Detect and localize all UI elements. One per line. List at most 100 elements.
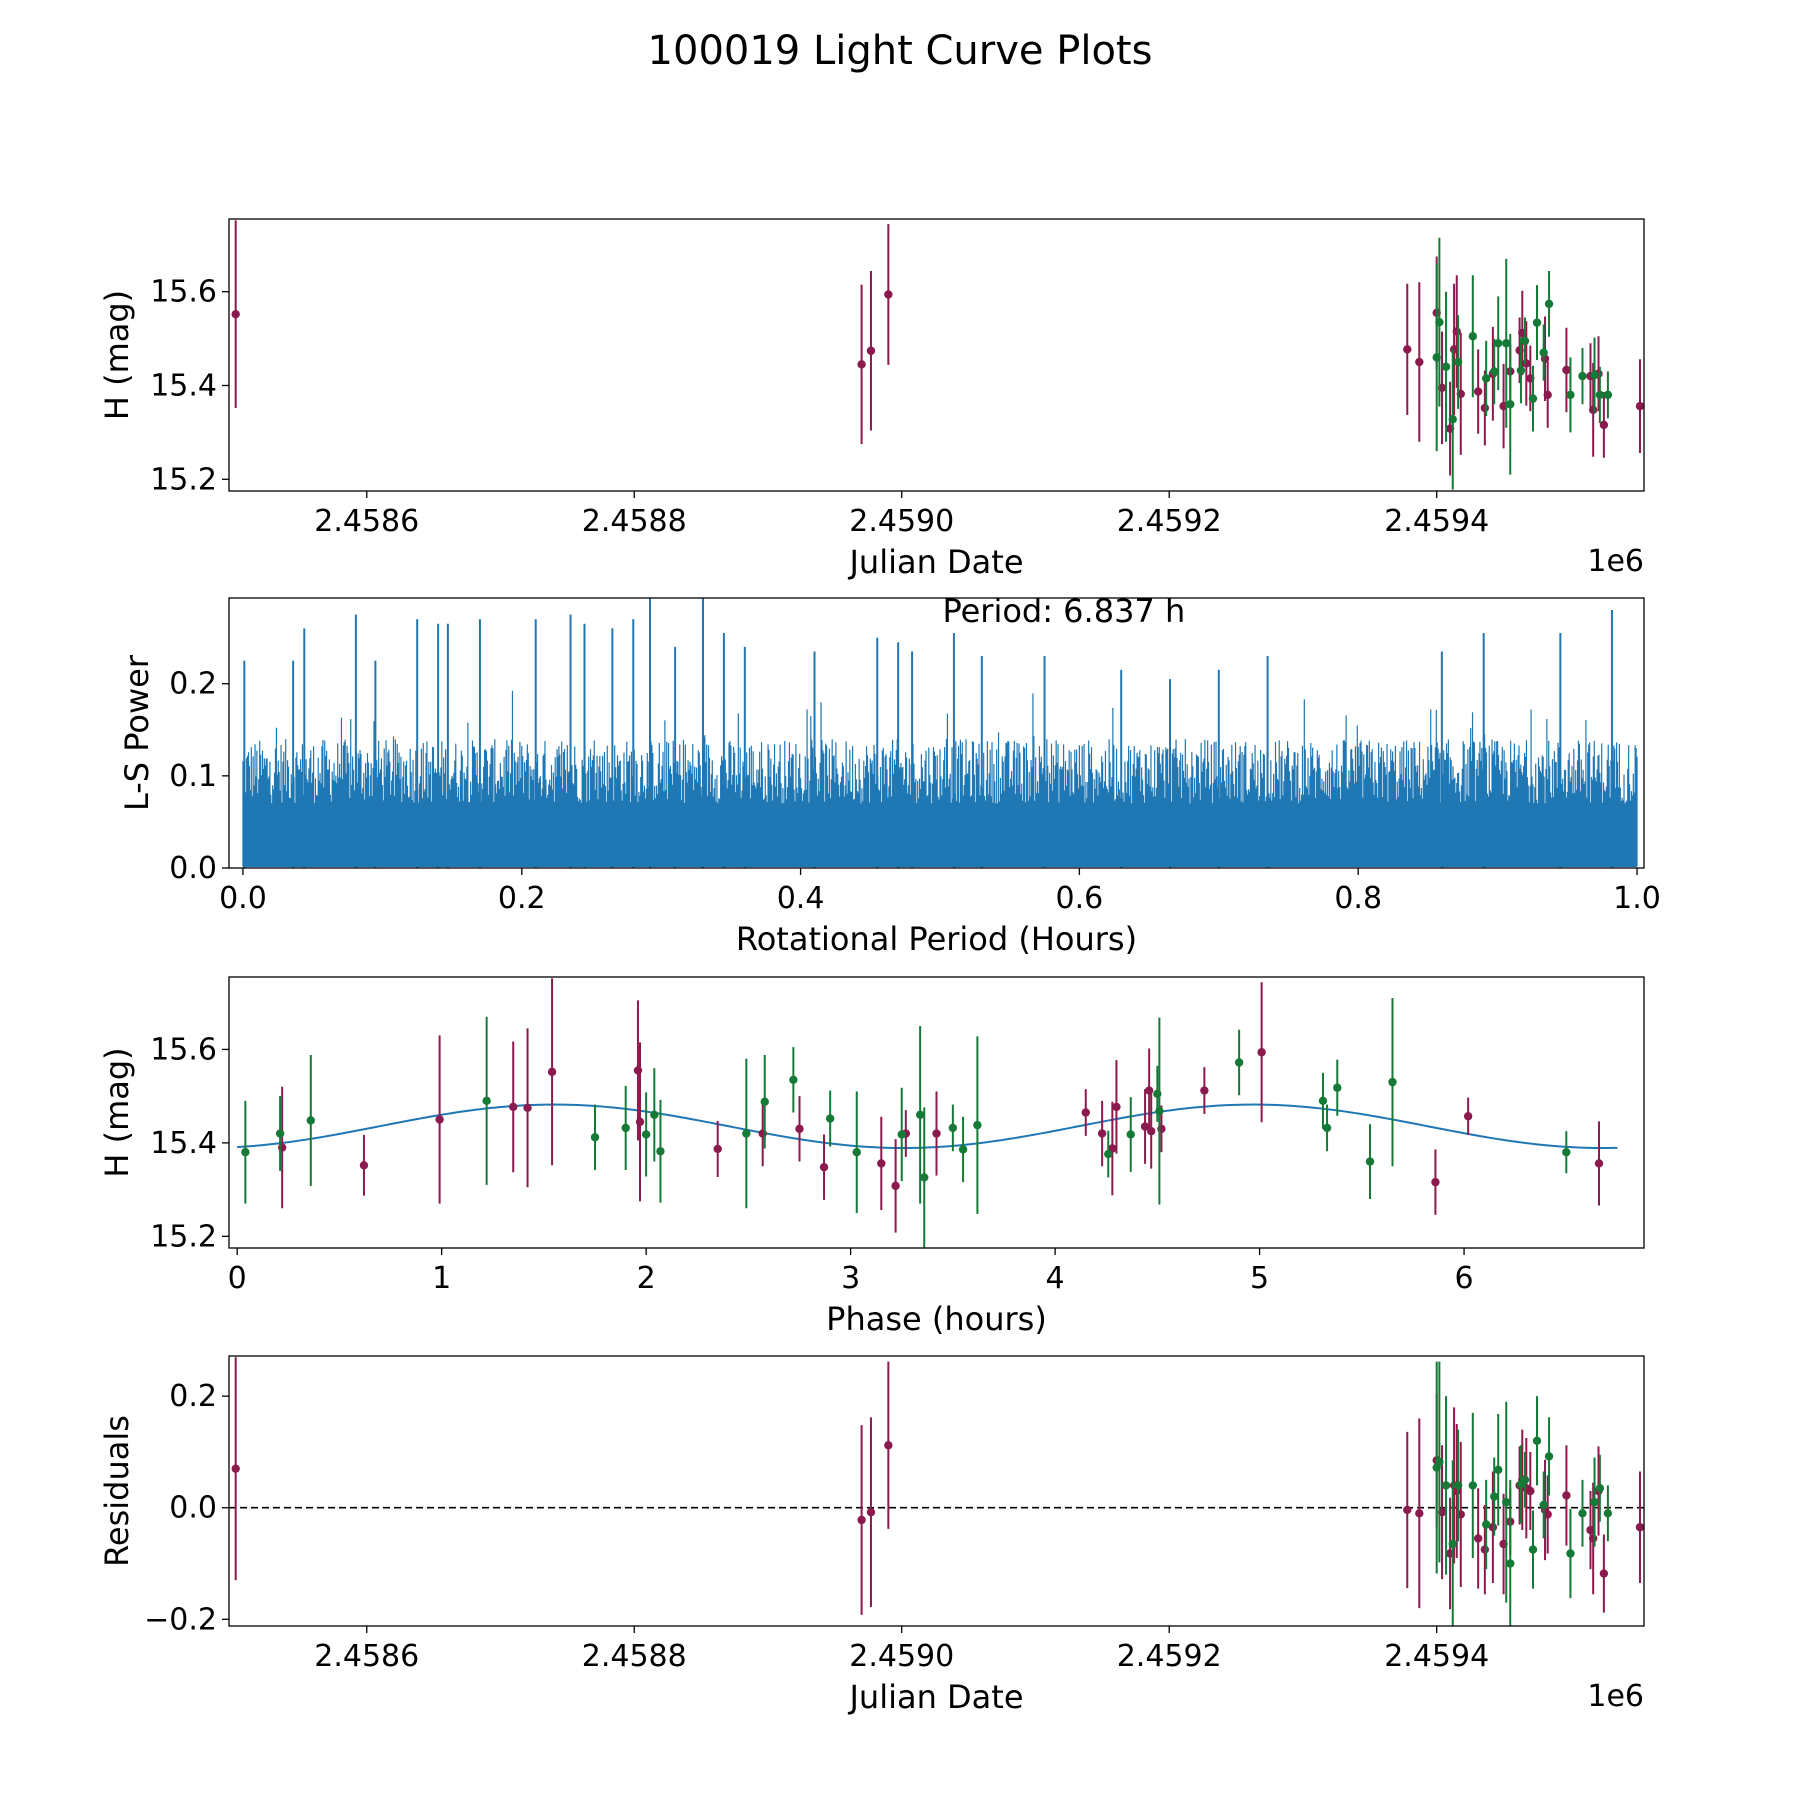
data-point: [948, 1123, 958, 1133]
data-point: [1594, 1159, 1604, 1168]
data-point: [1595, 1484, 1605, 1493]
series-band-b: [1432, 1361, 1613, 1626]
data-point: [973, 1120, 982, 1130]
data-point: [825, 1114, 835, 1123]
data-point: [1435, 317, 1444, 327]
y-axis-label: H (mag): [98, 1047, 136, 1177]
data-point: [641, 1130, 651, 1139]
y-tick-label: 15.6: [150, 275, 217, 310]
data-point: [1578, 371, 1587, 381]
x-tick-label: 0.2: [498, 881, 546, 916]
data-point: [1543, 1510, 1552, 1519]
y-tick-label: 0.2: [169, 667, 217, 702]
data-point: [1595, 390, 1605, 400]
data-point: [1506, 1559, 1515, 1568]
data-point: [884, 290, 893, 299]
x-tick-label: 4: [1046, 1261, 1065, 1296]
data-point: [1435, 1457, 1444, 1467]
data-point: [1539, 348, 1548, 357]
data-point: [1502, 339, 1511, 348]
x-axis-label: Julian Date: [847, 543, 1023, 581]
data-point: [1365, 1157, 1375, 1166]
data-point: [1112, 1102, 1121, 1112]
y-tick-label: −0.2: [144, 1602, 217, 1637]
data-point: [1520, 336, 1530, 346]
power-noise-floor: [242, 803, 1638, 868]
data-point: [241, 1148, 250, 1157]
x-tick-label: 2.4586: [314, 504, 419, 539]
data-point: [1635, 401, 1644, 411]
data-point: [884, 1441, 893, 1450]
y-tick-label: 0.0: [169, 851, 217, 886]
data-point: [1403, 345, 1412, 354]
data-point: [742, 1129, 751, 1138]
data-point: [1566, 390, 1575, 400]
x-tick-label: 3: [841, 1261, 860, 1296]
data-point: [1520, 1475, 1530, 1485]
phased-panel: 0 1 2 3 4 5 6 15.2 15.4 15.6 Phase (hours) H (mag): [98, 976, 1645, 1338]
x-tick-label: 2.4588: [582, 504, 687, 539]
data-point: [915, 1110, 925, 1120]
series-band-a: [277, 978, 1604, 1233]
data-point: [1481, 374, 1491, 383]
x-tick-label: 0.0: [219, 881, 267, 916]
plot-frame: [228, 597, 1645, 869]
data-point: [635, 1117, 645, 1127]
data-point: [1516, 366, 1526, 375]
data-point: [1081, 1108, 1090, 1117]
plot-frame: [228, 976, 1645, 1249]
data-point: [1448, 415, 1457, 424]
data-point: [650, 1110, 659, 1120]
data-point: [1415, 1509, 1424, 1518]
data-point: [1318, 1096, 1328, 1106]
data-point: [877, 1159, 886, 1168]
data-point: [1528, 1545, 1538, 1554]
data-point: [1532, 1436, 1542, 1445]
data-point: [1144, 1086, 1154, 1095]
data-point: [1494, 339, 1503, 348]
data-point: [1502, 1497, 1511, 1507]
data-point: [1431, 1177, 1440, 1187]
y-tick-label: 0.1: [169, 759, 217, 794]
data-point: [1562, 1148, 1571, 1157]
y-tick-label: 15.6: [150, 1032, 217, 1067]
plot-frame: [228, 218, 1645, 492]
data-point: [1590, 370, 1599, 380]
data-point: [891, 1181, 900, 1191]
data-point: [547, 1067, 557, 1077]
data-point: [1200, 1086, 1209, 1095]
data-point: [306, 1116, 315, 1125]
x-tick-label: 2.4592: [1117, 1639, 1222, 1674]
x-tick-label: 6: [1455, 1261, 1474, 1296]
data-point: [897, 1130, 906, 1139]
lightcurve-plot-area: [231, 220, 1644, 490]
data-point: [621, 1123, 630, 1133]
data-point: [920, 1173, 929, 1182]
data-point: [1333, 1083, 1342, 1092]
data-point: [1468, 332, 1478, 341]
data-point: [932, 1129, 941, 1138]
y-axis-label: Residuals: [98, 1415, 136, 1567]
data-point: [1403, 1505, 1412, 1515]
data-point: [789, 1075, 798, 1084]
data-point: [958, 1145, 968, 1154]
residuals-plot-area: [229, 1357, 1644, 1626]
y-tick-label: 15.2: [150, 1219, 217, 1254]
subplots: 2.4586 2.4588 2.4590 2.4592 2.459415.215.415…: [98, 218, 1661, 1716]
data-point: [1415, 357, 1424, 367]
data-point: [1322, 1123, 1332, 1133]
y-tick-label: 15.4: [150, 368, 217, 403]
y-tick-label: 0.2: [169, 1379, 217, 1414]
x-axis-label: Phase (hours): [826, 1300, 1047, 1338]
data-point: [1543, 390, 1552, 400]
data-point: [1104, 1149, 1113, 1159]
data-point: [435, 1115, 444, 1124]
y-axis-label: H (mag): [98, 290, 136, 420]
x-tick-label: 0.4: [777, 881, 825, 916]
data-point: [590, 1133, 600, 1142]
x-tick-label: 2.4588: [582, 1639, 687, 1674]
data-point: [713, 1144, 722, 1154]
data-point: [1539, 1500, 1548, 1510]
data-point: [231, 1464, 240, 1473]
